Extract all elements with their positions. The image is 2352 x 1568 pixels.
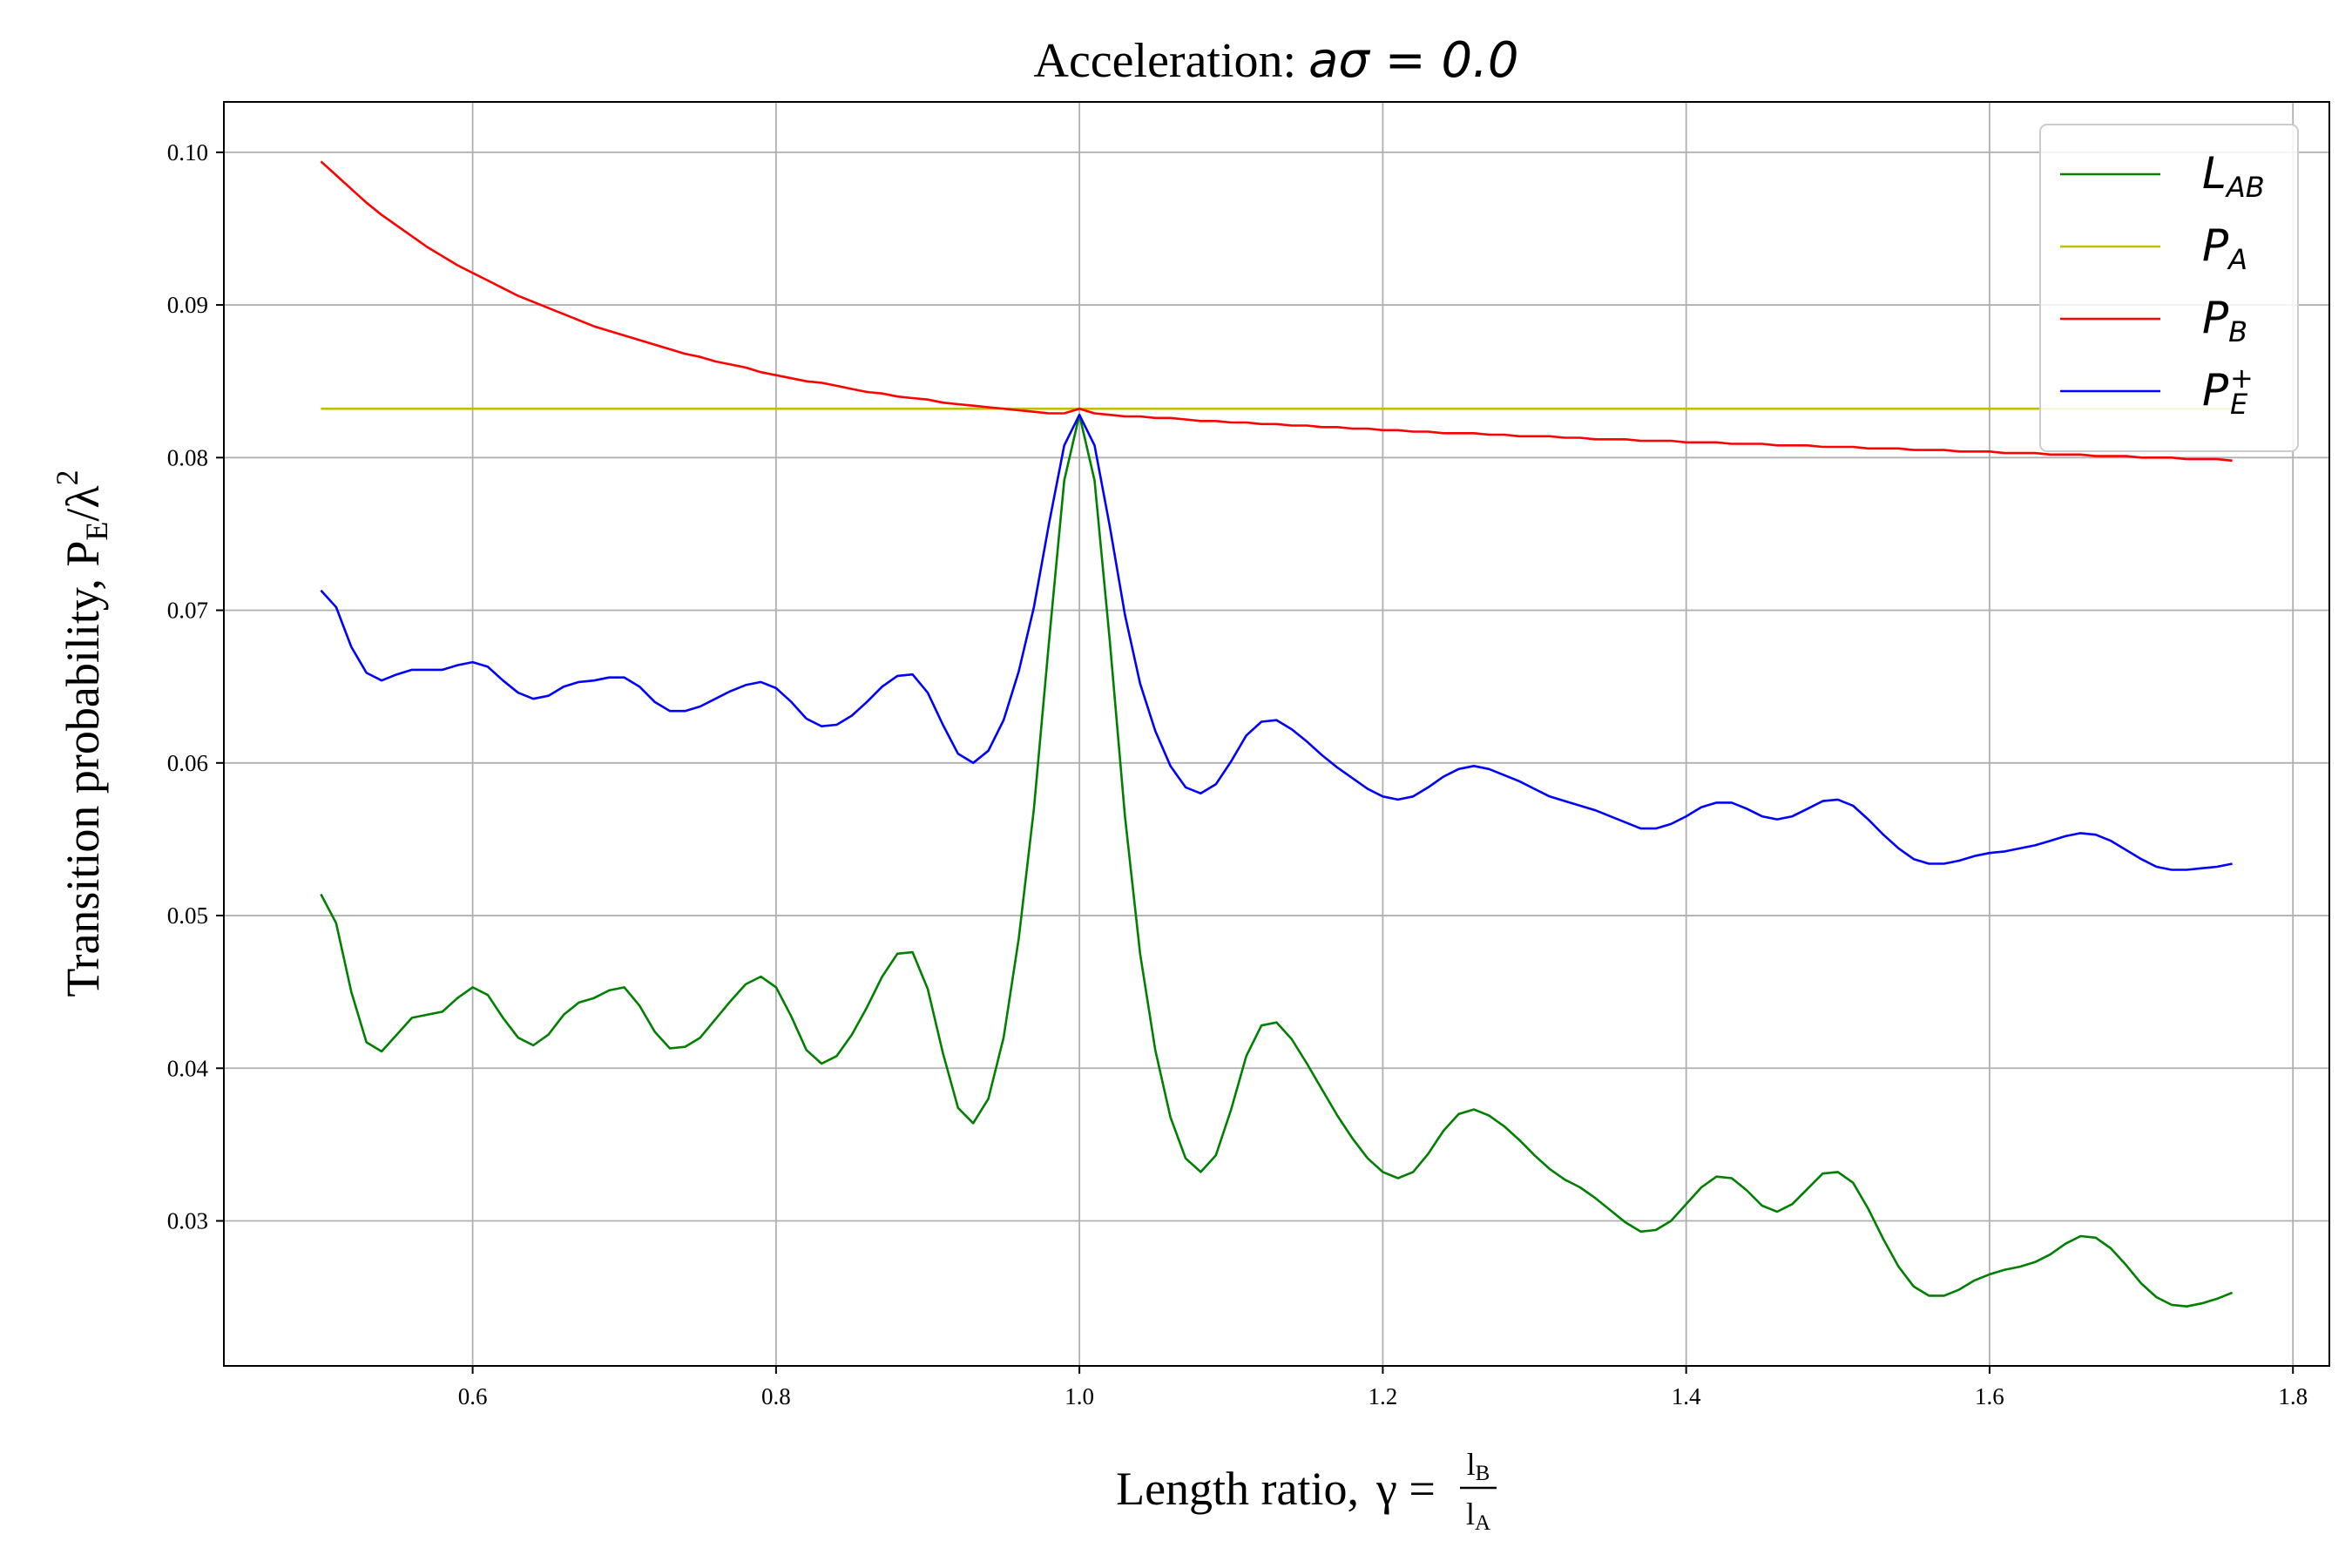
series-lines bbox=[320, 160, 2234, 1308]
legend-item: LAB bbox=[2060, 148, 2265, 204]
x-axis-label-text: Length ratio, bbox=[1116, 1463, 1359, 1515]
x-axis-ticks: 0.6 0.8 1.0 1.2 1.4 1.6 1.8 bbox=[458, 1366, 2308, 1409]
x-axis-label-fraction-numerator: lB bbox=[1467, 1447, 1490, 1485]
chart-title: Acceleration: aσ = 0.0 bbox=[1034, 32, 1519, 89]
legend-item: PA bbox=[2060, 220, 2247, 276]
grid-lines bbox=[224, 102, 2329, 1366]
title-prefix: Acceleration: bbox=[1034, 34, 1309, 88]
legend-label: P+ E bbox=[2202, 362, 2254, 421]
plot-area bbox=[224, 102, 2329, 1366]
y-axis-ticks: 0.03 0.04 0.05 0.06 0.07 0.08 0.09 0.10 bbox=[167, 139, 224, 1234]
y-tick-label: 0.04 bbox=[167, 1055, 209, 1081]
legend-box bbox=[2039, 124, 2299, 452]
legend-label: LAB bbox=[2202, 148, 2265, 204]
plot-frame bbox=[223, 101, 2330, 1367]
y-tick-label: 0.03 bbox=[167, 1208, 208, 1234]
series-line-2 bbox=[320, 160, 2233, 463]
y-tick-label: 0.05 bbox=[167, 902, 208, 929]
legend-item: PB bbox=[2060, 293, 2247, 348]
series-line-3 bbox=[320, 413, 2233, 871]
x-tick-label: 1.4 bbox=[1672, 1383, 1701, 1409]
y-tick-label: 0.07 bbox=[167, 598, 208, 624]
series-line-0 bbox=[320, 413, 2234, 1308]
x-tick-label: 0.6 bbox=[458, 1383, 488, 1409]
y-tick-label: 0.09 bbox=[167, 292, 208, 318]
x-axis-label: Length ratio, γ = lB lA bbox=[1116, 1447, 1497, 1535]
x-tick-label: 0.8 bbox=[761, 1383, 791, 1409]
legend-label: PB bbox=[2202, 293, 2247, 348]
x-tick-label: 1.0 bbox=[1064, 1383, 1094, 1409]
legend-item: P+ E bbox=[2060, 362, 2254, 421]
x-tick-label: 1.8 bbox=[2278, 1383, 2308, 1409]
legend: LAB PA PB P+ E bbox=[2039, 124, 2299, 452]
y-axis-label: Transition probability, PE/λ2 bbox=[50, 470, 114, 997]
x-axis-label-fraction-denominator: lA bbox=[1466, 1497, 1490, 1535]
y-tick-label: 0.06 bbox=[167, 750, 208, 776]
y-tick-label: 0.10 bbox=[167, 139, 208, 166]
x-tick-label: 1.6 bbox=[1975, 1383, 2004, 1409]
legend-label: PA bbox=[2202, 220, 2247, 276]
title-math: aσ = 0.0 bbox=[1308, 32, 1518, 89]
x-axis-label-symbol: γ = bbox=[1375, 1463, 1436, 1515]
x-tick-label: 1.2 bbox=[1369, 1383, 1398, 1409]
y-tick-label: 0.08 bbox=[167, 444, 208, 470]
